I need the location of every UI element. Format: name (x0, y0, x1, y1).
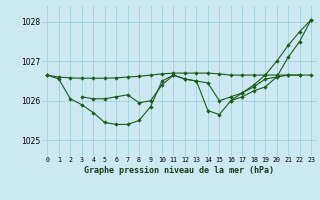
X-axis label: Graphe pression niveau de la mer (hPa): Graphe pression niveau de la mer (hPa) (84, 166, 274, 175)
